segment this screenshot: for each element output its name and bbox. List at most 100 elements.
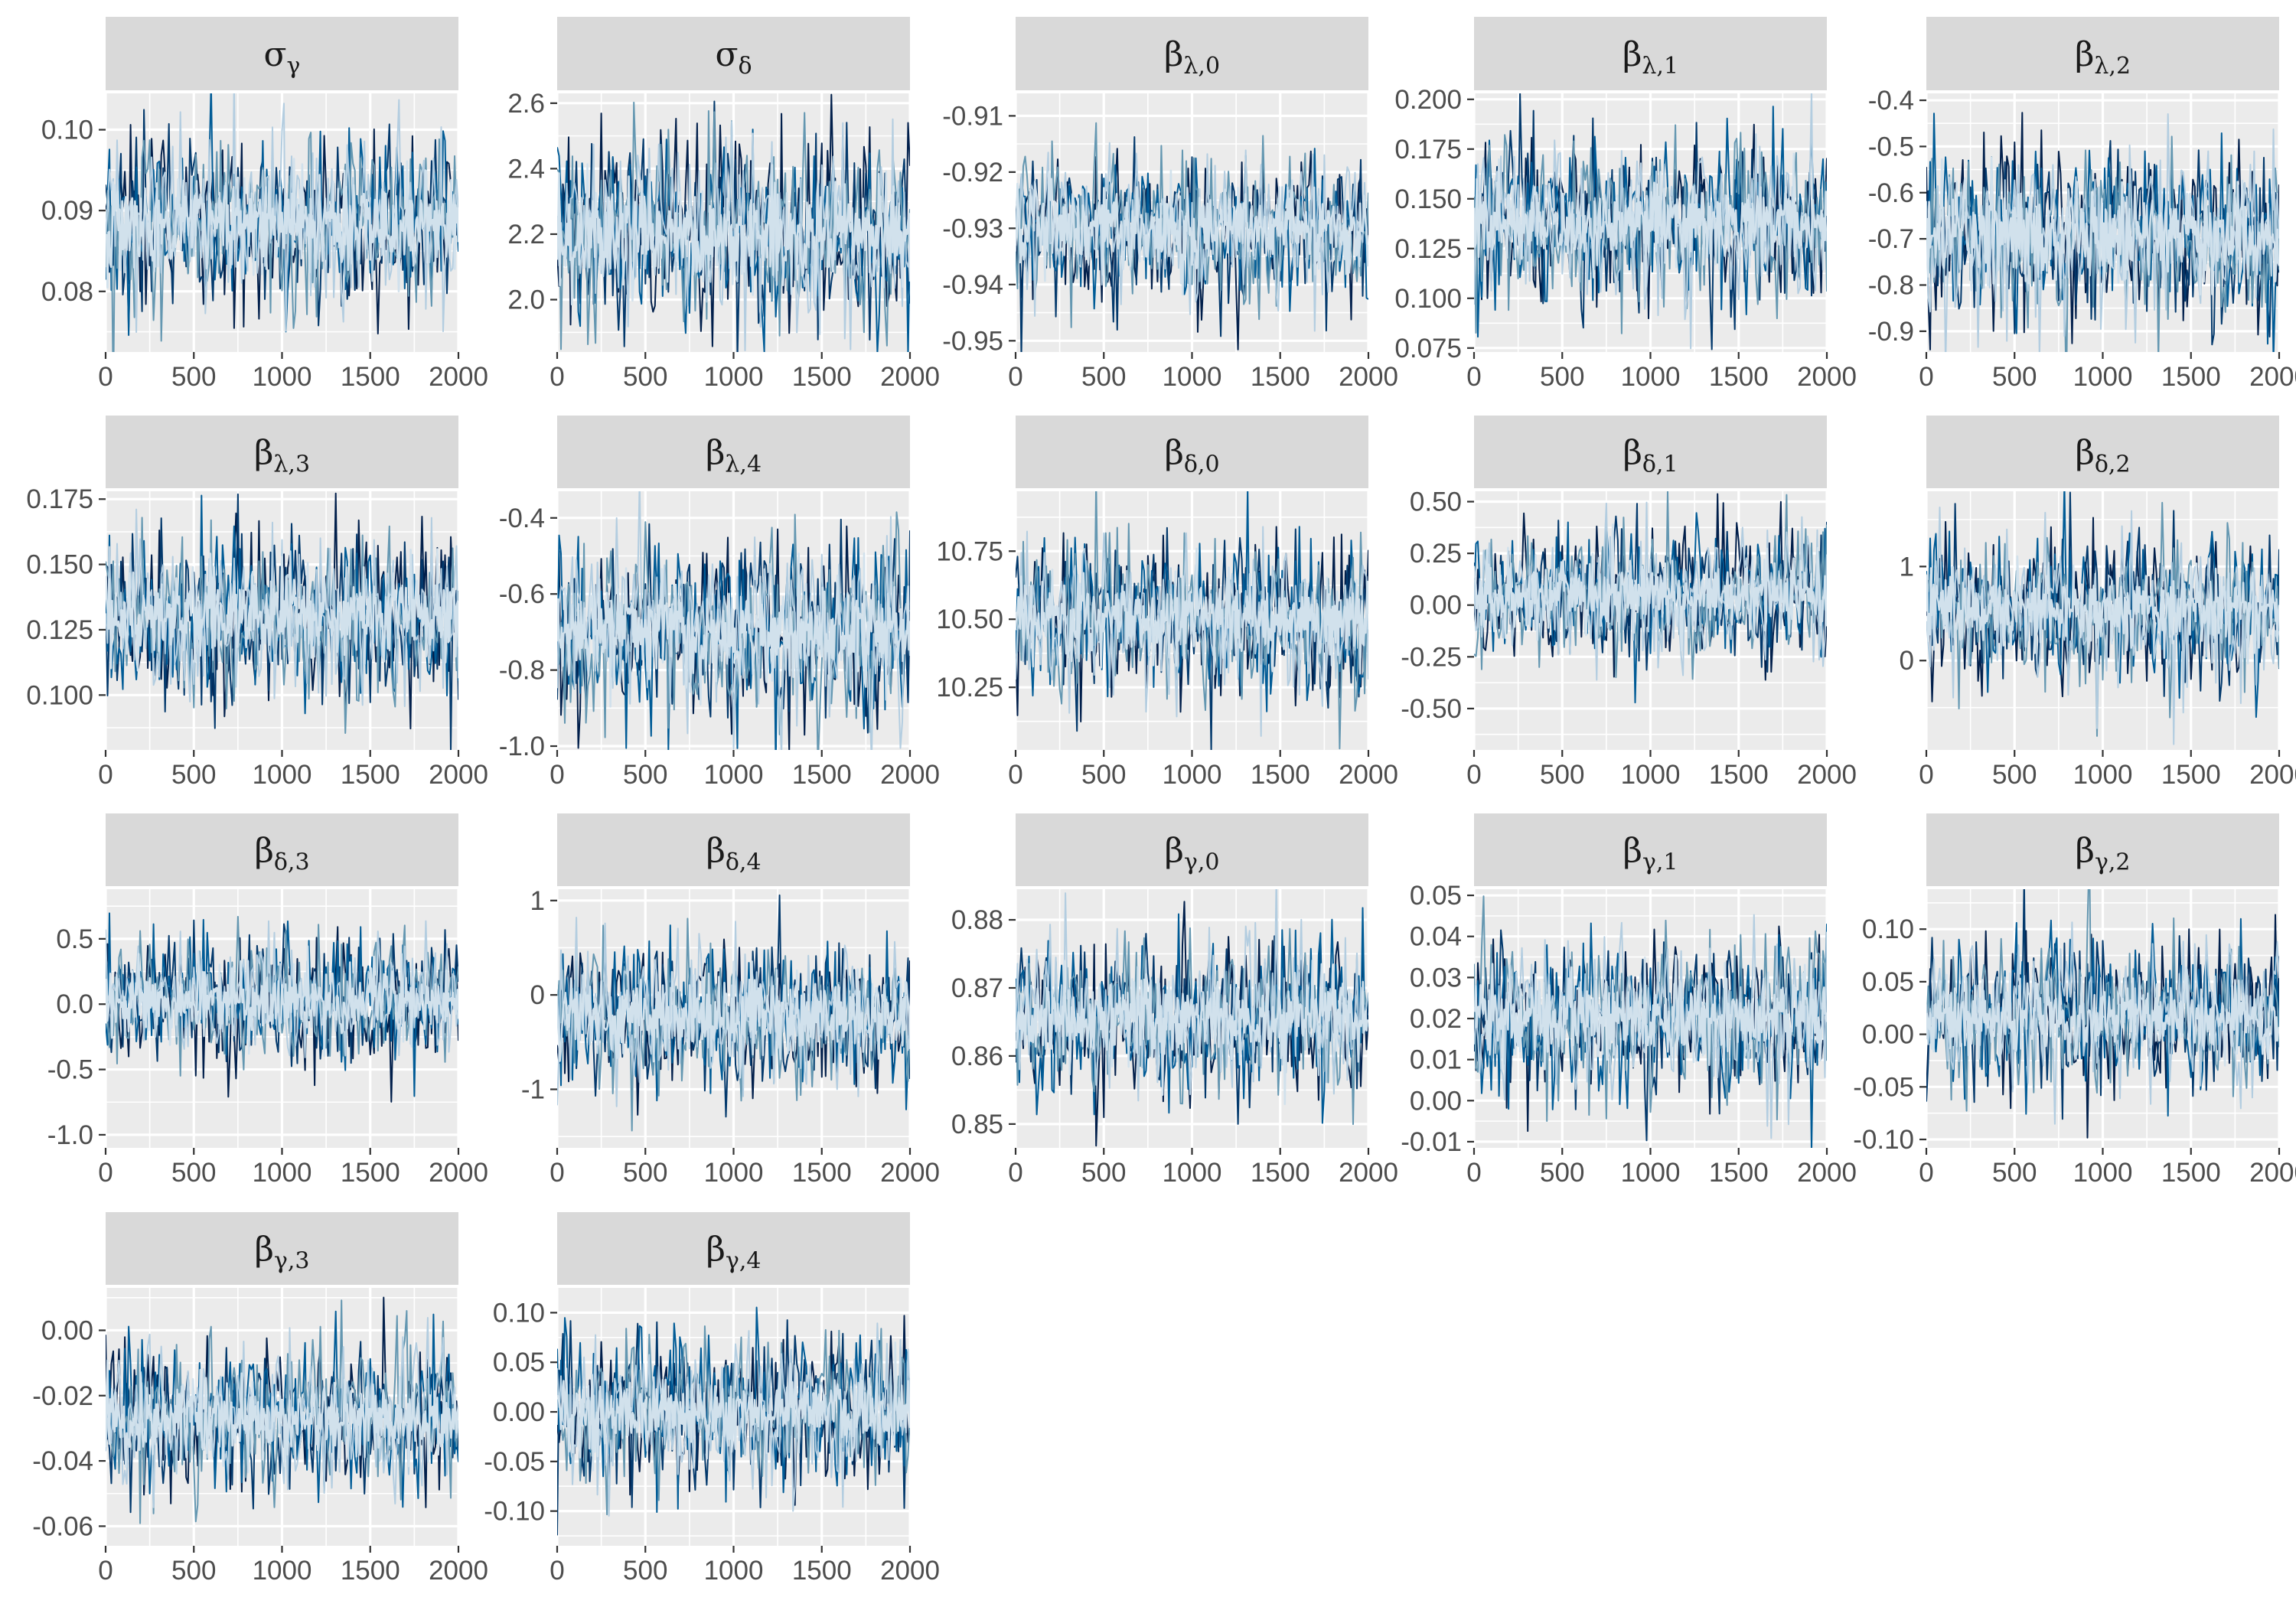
y-tick-label: -0.8 (499, 656, 545, 686)
y-tick-label: -0.25 (1401, 642, 1462, 672)
facet-title: βδ,2 (2075, 434, 2130, 478)
facet-panel: βγ,1 0 500 1000 1500 2000 -0.01 0.00 0.01 0.02 0.0… (1401, 813, 1857, 1188)
y-tick-label: 0 (530, 980, 545, 1010)
y-tick-label: 0.00 (1410, 1086, 1462, 1116)
y-tick-label: -0.05 (1853, 1072, 1914, 1102)
trace-chain-6 (1926, 966, 2279, 1067)
y-tick-label: 0.0 (56, 989, 93, 1019)
facet-strip (1474, 813, 1827, 886)
facet-title: βγ,4 (706, 1231, 762, 1275)
trace-lines (1016, 491, 1368, 750)
x-tick-label: 2000 (429, 1158, 488, 1188)
facet-strip (1016, 416, 1368, 488)
x-tick-label: 1000 (1621, 362, 1681, 392)
y-tick-label: 0.100 (1394, 284, 1462, 314)
y-tick-label: -0.8 (1868, 270, 1914, 300)
trace-lines (1926, 491, 2279, 745)
trace-lines (106, 1296, 458, 1524)
facet-title: βλ,0 (1164, 35, 1220, 80)
trace-chain-4 (1474, 124, 1827, 334)
x-tick-label: 1500 (1709, 1158, 1769, 1188)
x-tick-label: 2000 (2249, 1158, 2296, 1188)
facet-panel: βγ,3 0 500 1000 1500 2000 -0.06 -0.04 -0.02 0.00 (32, 1212, 488, 1586)
y-tick-label: 0.125 (26, 615, 93, 645)
x-tick-label: 0 (550, 1158, 564, 1188)
trace-lines (557, 894, 910, 1132)
trace-lines (1016, 889, 1368, 1147)
x-tick-label: 1000 (704, 760, 764, 790)
y-tick-label: 0.86 (951, 1041, 1003, 1071)
y-tick-label: -0.6 (499, 579, 545, 609)
x-tick-label: 0 (98, 1556, 113, 1586)
x-tick-label: 1500 (792, 1556, 852, 1586)
y-tick-label: -0.91 (942, 101, 1003, 131)
x-tick-label: 500 (1081, 1158, 1126, 1188)
x-tick-label: 1500 (2161, 1158, 2221, 1188)
y-tick-label: 0.88 (951, 905, 1003, 935)
y-tick-label: 0.08 (41, 277, 93, 307)
y-tick-label: 0.00 (1410, 591, 1462, 621)
y-tick-label: -0.01 (1401, 1127, 1462, 1157)
facet-title: σδ (715, 35, 752, 80)
facet-strip (557, 17, 910, 90)
trace-lines (557, 93, 910, 352)
x-tick-label: 500 (623, 1158, 667, 1188)
trace-lines (1474, 93, 1827, 350)
trace-lines (557, 491, 910, 750)
y-tick-label: -0.5 (1868, 132, 1914, 161)
x-tick-label: 1500 (2161, 760, 2221, 790)
trace-lines (106, 93, 458, 352)
x-tick-label: 1000 (1163, 1158, 1222, 1188)
x-tick-label: 0 (1008, 362, 1022, 392)
y-tick-label: 0.85 (951, 1110, 1003, 1139)
y-tick-label: 0.02 (1410, 1004, 1462, 1034)
y-tick-label: 2.0 (507, 285, 545, 315)
y-tick-label: 0.09 (41, 196, 93, 226)
x-tick-label: 500 (623, 362, 667, 392)
trace-chain-6 (1016, 169, 1368, 296)
facet-strip (1926, 813, 2279, 886)
trace-lines (1474, 491, 1827, 704)
facet-panel: σγ 0 500 1000 1500 2000 0.08 0.09 0.10 (41, 17, 488, 392)
y-tick-label: 0.10 (41, 116, 93, 145)
x-tick-label: 500 (1081, 760, 1126, 790)
facet-title: βλ,1 (1623, 35, 1678, 80)
y-tick-label: -0.50 (1401, 694, 1462, 724)
y-tick-label: -0.6 (1868, 178, 1914, 208)
x-tick-label: 2000 (880, 760, 940, 790)
x-tick-label: 0 (1466, 1158, 1481, 1188)
x-tick-label: 2000 (880, 1556, 940, 1586)
y-tick-label: -0.94 (942, 270, 1003, 300)
y-tick-label: 0.04 (1410, 922, 1462, 952)
y-tick-label: 0.25 (1410, 539, 1462, 569)
x-tick-label: 1500 (2161, 362, 2221, 392)
y-tick-label: 0.05 (1862, 967, 1914, 997)
y-tick-label: -0.9 (1868, 317, 1914, 347)
trace-chain-6 (1474, 954, 1827, 1074)
x-tick-label: 1500 (1709, 760, 1769, 790)
x-tick-label: 2000 (880, 362, 940, 392)
x-tick-label: 500 (623, 1556, 667, 1586)
facet-strip (557, 416, 910, 488)
x-tick-label: 2000 (880, 1158, 940, 1188)
y-tick-label: 0 (1900, 646, 1914, 676)
x-tick-label: 1000 (253, 362, 312, 392)
trace-chain-6 (557, 1341, 910, 1472)
y-tick-label: 0.03 (1410, 963, 1462, 993)
y-tick-label: 0.05 (1410, 881, 1462, 911)
x-tick-label: 2000 (2249, 760, 2296, 790)
facet-strip (1926, 17, 2279, 90)
facet-panel: βλ,1 0 500 1000 1500 2000 0.075 0.100 0.125 0.150… (1394, 17, 1857, 392)
x-tick-label: 1000 (2073, 1158, 2133, 1188)
facet-panel: βδ,2 0 500 1000 1500 2000 0 1 (1900, 416, 2296, 790)
x-tick-label: 0 (1008, 1158, 1022, 1188)
x-tick-label: 500 (171, 1556, 216, 1586)
y-tick-label: -0.10 (1853, 1125, 1914, 1155)
trace-lines (1016, 122, 1368, 352)
x-tick-label: 1000 (704, 1556, 764, 1586)
x-tick-label: 1500 (1251, 1158, 1310, 1188)
facet-title: σγ (264, 35, 301, 80)
facet-strip (1474, 416, 1827, 488)
y-tick-label: 0.00 (493, 1397, 545, 1427)
x-tick-label: 2000 (1797, 760, 1857, 790)
